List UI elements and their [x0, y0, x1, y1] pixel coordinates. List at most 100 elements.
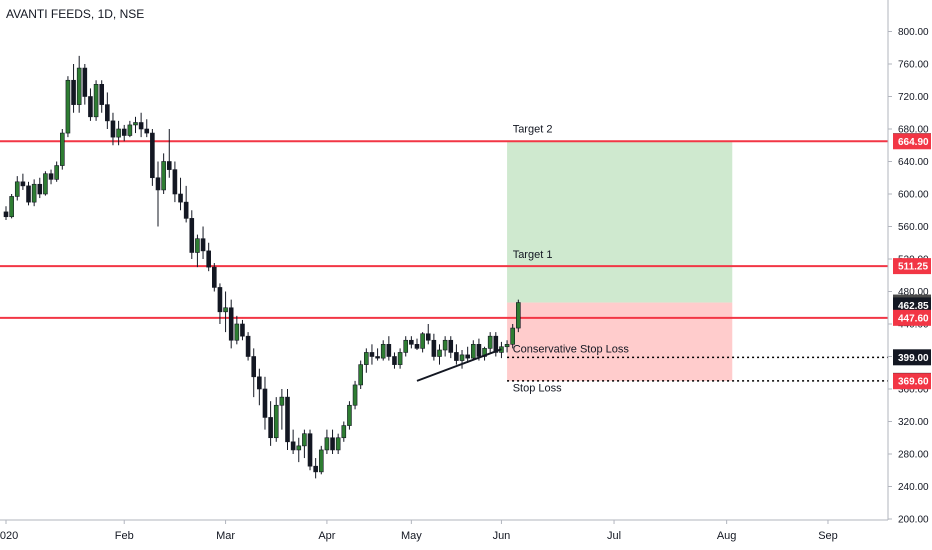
candle-body — [313, 465, 318, 473]
candle-body — [76, 67, 82, 105]
candles-layer — [3, 55, 521, 479]
candle-body — [324, 437, 330, 451]
candle-body — [425, 333, 431, 341]
price-tick-label: 560.00 — [898, 222, 929, 233]
price-tick-label: 320.00 — [898, 417, 929, 428]
candle-body — [9, 196, 14, 218]
price-badge — [893, 297, 931, 314]
candle-body — [470, 344, 476, 359]
candle-body — [437, 349, 442, 357]
price-tick-label: 600.00 — [898, 190, 929, 201]
time-tick-label: Apr — [318, 530, 335, 542]
annotation-label: Conservative Stop Loss — [513, 343, 630, 355]
candle-body — [504, 344, 510, 348]
candle-body — [352, 384, 358, 406]
chart-title: AVANTI FEEDS, 1D, NSE — [6, 7, 145, 21]
candle-body — [234, 323, 240, 341]
price-badge-label: 369.60 — [898, 377, 929, 388]
price-badge-label: 399.00 — [898, 353, 929, 364]
candle-body — [217, 287, 223, 313]
candle-body — [43, 173, 48, 195]
price-tick-label: 360.00 — [898, 385, 929, 396]
candle-body — [93, 84, 99, 118]
time-tick-label: Jun — [493, 530, 511, 542]
candle-body — [335, 437, 341, 451]
candle-body — [307, 433, 313, 467]
candle-body — [138, 122, 144, 130]
zones-layer — [507, 140, 733, 381]
candle-body — [245, 335, 251, 357]
hlines-layer — [0, 140, 888, 382]
candle-body — [431, 339, 437, 357]
price-tick-label: 680.00 — [898, 125, 929, 136]
price-tick-label: 200.00 — [898, 515, 929, 526]
candle-body — [375, 356, 380, 359]
time-axis[interactable]: 2020 Feb Mar Apr May Jun Jul Aug Sep — [0, 520, 838, 542]
annotations-layer: Target 2 Target 1 Conservative Stop Loss St… — [513, 123, 630, 394]
candle-body — [178, 193, 183, 203]
price-badge-label: 462.85 — [898, 301, 929, 312]
candle-body — [454, 352, 459, 361]
candle-body — [318, 449, 324, 473]
candle-body — [380, 344, 386, 359]
candle-body — [465, 354, 470, 359]
candle-body — [88, 96, 93, 118]
candle-body — [448, 339, 454, 353]
candle-body — [161, 161, 166, 191]
candle-body — [302, 433, 307, 447]
reward-zone — [507, 140, 733, 303]
candle-body — [240, 323, 245, 337]
candle-body — [99, 84, 105, 105]
time-tick-label: Jul — [607, 530, 621, 542]
price-badge — [893, 309, 931, 326]
candle-body — [414, 344, 420, 349]
candle-body — [279, 396, 285, 406]
candle-body — [121, 128, 127, 136]
candle-body — [48, 173, 54, 180]
annotation-label: Target 2 — [513, 123, 553, 135]
candle-body — [341, 425, 347, 439]
candle-body — [195, 238, 200, 253]
candle-body — [403, 339, 409, 353]
price-badge-label: 447.60 — [898, 313, 929, 324]
price-axis[interactable]: 800.00 760.00 720.00 680.00 640.00 600.00 560.… — [888, 27, 929, 526]
price-badge — [893, 258, 931, 275]
candle-body — [206, 250, 211, 268]
candle-body — [257, 376, 262, 390]
candle-body — [212, 266, 217, 288]
candle-body — [150, 132, 155, 179]
time-tick-label: Mar — [216, 530, 235, 542]
candle-body — [251, 356, 257, 378]
time-tick-label: May — [401, 530, 422, 542]
candle-body — [347, 404, 352, 426]
candle-body — [54, 165, 59, 180]
candle-body — [20, 181, 26, 187]
candle-body — [290, 441, 296, 451]
candle-body — [155, 177, 161, 191]
candle-body — [358, 364, 363, 386]
candle-body — [183, 201, 189, 219]
candle-body — [262, 388, 268, 418]
candle-body — [296, 445, 302, 451]
candle-body — [409, 339, 414, 345]
annotation-label: Stop Loss — [513, 382, 562, 394]
candle-body — [516, 302, 521, 329]
candle-body — [273, 404, 279, 439]
candle-body — [14, 181, 20, 197]
candle-body — [127, 124, 133, 136]
candle-body — [105, 104, 110, 122]
candle-body — [166, 161, 172, 170]
risk-zone — [507, 302, 733, 381]
price-badge — [893, 349, 931, 366]
price-tick-label: 280.00 — [898, 450, 929, 461]
price-badges: 665.25664.90511.25466.40462.85447.60399.… — [893, 132, 931, 390]
price-tick-label: 240.00 — [898, 482, 929, 493]
candle-body — [442, 339, 448, 351]
price-badge-label: 511.25 — [898, 262, 928, 273]
candle-body — [330, 437, 335, 451]
candle-body — [144, 128, 150, 134]
price-tick-label: 480.00 — [898, 287, 929, 298]
candle-body — [3, 211, 9, 218]
